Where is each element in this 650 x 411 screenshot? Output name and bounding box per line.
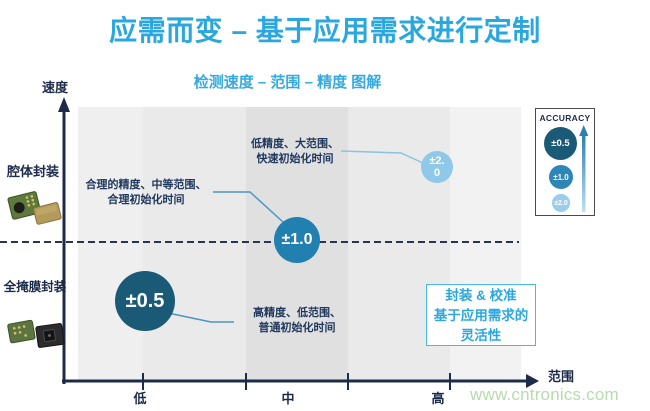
chart-subtitle: 检测速度 – 范围 – 精度 图解 <box>193 74 382 91</box>
legend-gradient-arrow-icon <box>579 125 589 212</box>
cavity-package-label: 腔体封装 <box>6 164 59 179</box>
watermark: www.cntronics.com <box>470 385 619 404</box>
accuracy-legend: ACCURACY ±0.5 ±1.0 ±2.0 <box>535 108 595 216</box>
y-axis-arrow-icon <box>58 97 70 112</box>
annotation-precise-init: 高精度、低范围、 普通初始化时间 <box>253 307 341 334</box>
y-axis-label: 速度 <box>42 80 69 95</box>
legend-title: ACCURACY <box>539 113 591 123</box>
data-point-accuracy-2_0: ±2.0 <box>421 151 453 183</box>
legend-bubble-1_0: ±1.0 <box>549 165 573 189</box>
data-point-accuracy-1_0: ±1.0 <box>274 217 320 263</box>
flexibility-callout-box: 封装 & 校准 基于应用需求的 灵活性 <box>426 284 536 346</box>
x-tick-label-high: 高 <box>431 391 445 406</box>
annotation-fast-init: 低精度、大范围、 快速初始化时间 <box>251 138 339 165</box>
page-title: 应需而变 – 基于应用需求进行定制 <box>109 15 541 46</box>
data-point-accuracy-2_0-label: ±2.0 <box>429 154 445 179</box>
full-mask-package-label: 全掩膜封装 <box>3 280 67 294</box>
plot-band-2 <box>143 107 246 381</box>
x-axis-label: 范围 <box>548 369 575 384</box>
annotation-moderate-init: 合理的精度、中等范围、 合理初始化时间 <box>85 179 207 206</box>
legend-bubble-0_5: ±0.5 <box>544 127 577 160</box>
cavity-package-photo <box>7 191 62 225</box>
plot-band-1 <box>78 107 143 381</box>
data-point-accuracy-0_5: ±0.5 <box>115 271 175 331</box>
full-mask-package-photo <box>7 319 65 348</box>
x-tick-label-mid: 中 <box>281 391 295 406</box>
x-tick-label-low: 低 <box>133 391 147 406</box>
legend-bubble-2_0: ±2.0 <box>552 194 570 212</box>
